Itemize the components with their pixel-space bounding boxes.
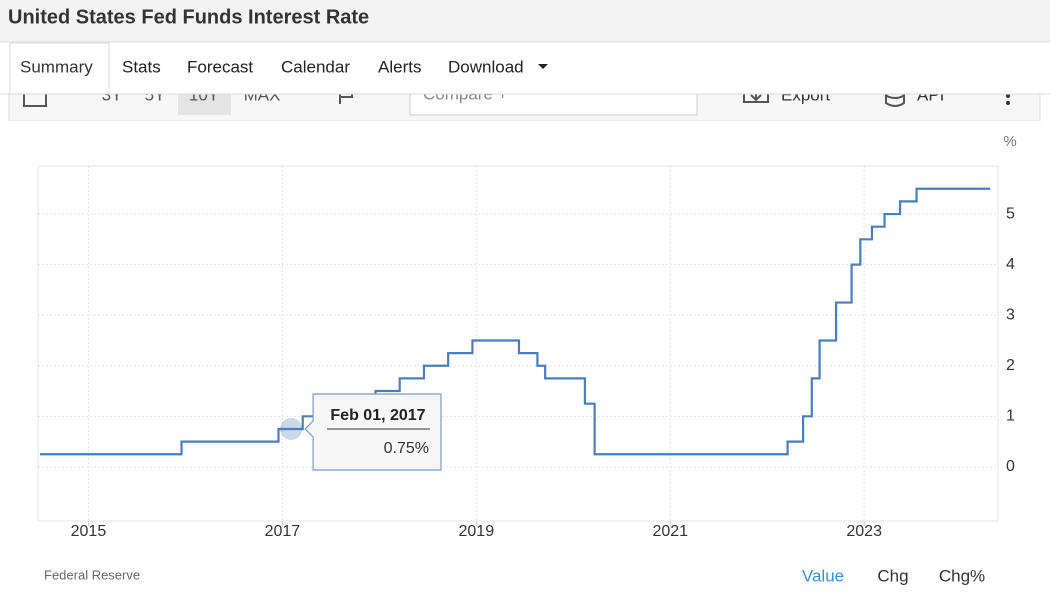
tab[interactable]: Alerts	[378, 57, 421, 76]
menu-dot[interactable]	[1006, 94, 1010, 98]
y-tick-label: 5	[1006, 205, 1015, 222]
menu-dot	[1006, 101, 1010, 105]
y-tick-label: 4	[1006, 256, 1015, 273]
y-tick-label: 0	[1006, 458, 1015, 475]
tab-selected	[9, 42, 110, 95]
y-tick-label: 2	[1006, 357, 1015, 374]
tab-bar	[0, 43, 1050, 94]
tooltip-value: 0.75%	[384, 440, 429, 457]
x-tick-label: 2015	[71, 523, 107, 540]
chart-panel	[9, 121, 1040, 608]
x-tick-label: 2023	[846, 523, 882, 540]
tab[interactable]: Summary	[20, 57, 93, 76]
api-icon-body	[885, 94, 905, 107]
toggle[interactable]: Chg	[877, 566, 908, 585]
source: Federal Reserve	[44, 567, 140, 582]
x-tick-label: 2019	[459, 523, 495, 540]
plot: 0 1 2 3 4 5 2015 2017 2019 2021 2023 Feb 01, 2017 0.…	[38, 166, 1015, 540]
title-bar	[0, 0, 1050, 42]
tooltip-box	[304, 393, 442, 471]
tooltip-date: Feb 01, 2017	[330, 407, 425, 424]
unit-label: %	[1003, 133, 1016, 150]
toggle-selected[interactable]: Value	[802, 566, 844, 585]
page-title: United States Fed Funds Interest Rate	[8, 6, 369, 28]
tab[interactable]: Forecast	[187, 57, 253, 76]
toggle[interactable]: Chg%	[939, 566, 985, 585]
dropdown-caret[interactable]	[538, 64, 548, 69]
hover-marker	[280, 417, 303, 440]
tab[interactable]: Stats	[122, 57, 161, 76]
tab[interactable]: Download	[448, 57, 524, 76]
tab[interactable]: Calendar	[281, 57, 350, 76]
x-tick-label: 2021	[652, 523, 688, 540]
x-tick-label: 2017	[265, 523, 301, 540]
tabs: Summary Stats Forecast Calendar Alerts Downlo…	[20, 57, 524, 76]
y-tick-label: 3	[1006, 306, 1015, 323]
plot-area	[37, 165, 999, 522]
y-tick-label: 1	[1006, 408, 1015, 425]
